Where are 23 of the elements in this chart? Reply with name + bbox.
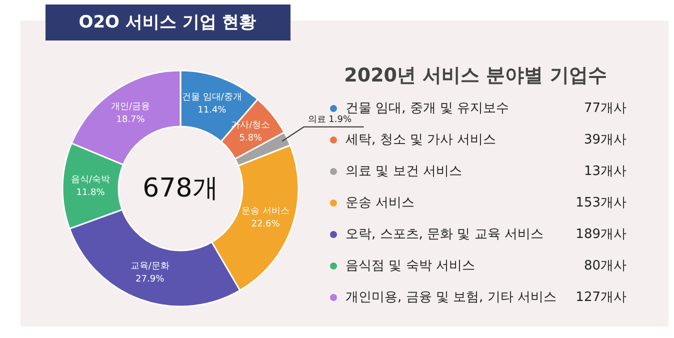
text: 운송 서비스 22.6% (242, 206, 290, 230)
text: 의료 1.9% (308, 114, 352, 125)
data-label: 39개사 (584, 132, 627, 148)
legend-label: 건물 임대, 중개 및 유지보수 (346, 101, 510, 116)
legend-label: 오락, 스포츠, 문화 및 교육 서비스 (346, 227, 544, 242)
legend-label: 의료 및 보건 서비스 (346, 164, 462, 179)
chart-title: O2O 서비스 기업 현황 (78, 12, 256, 32)
legend-label: 세탁, 청소 및 가사 서비스 (346, 132, 496, 148)
data-label: 13개사 (584, 164, 627, 179)
data-label: 153개사 (576, 196, 627, 210)
text: 개인/금융 18.7% (111, 102, 150, 126)
data-label: 77개사 (584, 101, 627, 116)
text: 678개 (142, 174, 218, 204)
data-label: 127개사 (576, 290, 627, 305)
text: 음식/숙박 11.8% (71, 174, 110, 198)
data-label: 189개사 (576, 227, 627, 242)
data-label: 80개사 (584, 258, 627, 274)
legend-label: 개인미용, 금융 및 보험, 기타 서비스 (346, 290, 556, 305)
legend-label: 음식점 및 숙박 서비스 (346, 258, 475, 274)
text: 교육/문화 27.9% (130, 262, 170, 285)
chart-subtitle: 2020년 서비스 분야별 기업수 (344, 64, 607, 86)
legend-label: 운송 서비스 (346, 196, 415, 210)
text: 건물 임대/중개 11.4% (182, 92, 242, 116)
